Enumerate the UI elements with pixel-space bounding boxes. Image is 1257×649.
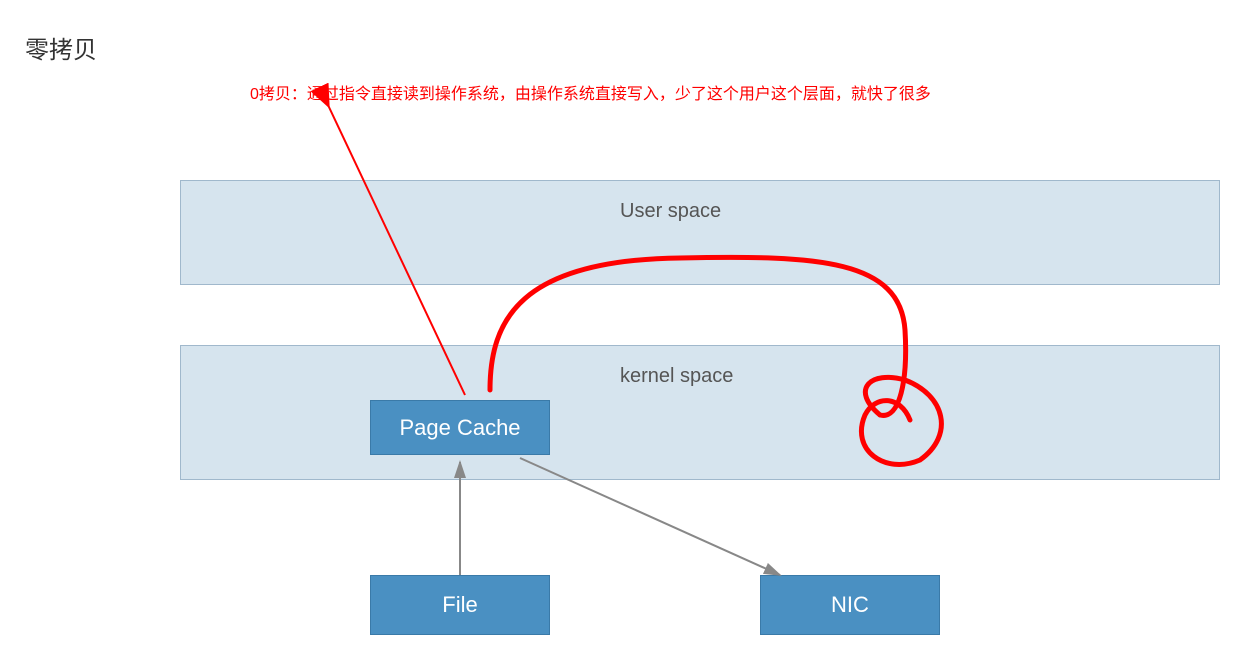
nic-node: NIC [760,575,940,635]
user-space-label: User space [620,200,721,223]
nic-label: NIC [831,592,869,618]
page-title: 零拷贝 [25,30,97,65]
user-space-box [180,180,1220,285]
kernel-space-label: kernel space [620,365,733,388]
file-label: File [442,592,477,618]
annotation-text: 0拷贝：通过指令直接读到操作系统，由操作系统直接写入，少了这个用户这个层面，就快… [250,80,931,104]
page-cache-node: Page Cache [370,400,550,455]
page-cache-label: Page Cache [399,415,520,441]
file-node: File [370,575,550,635]
